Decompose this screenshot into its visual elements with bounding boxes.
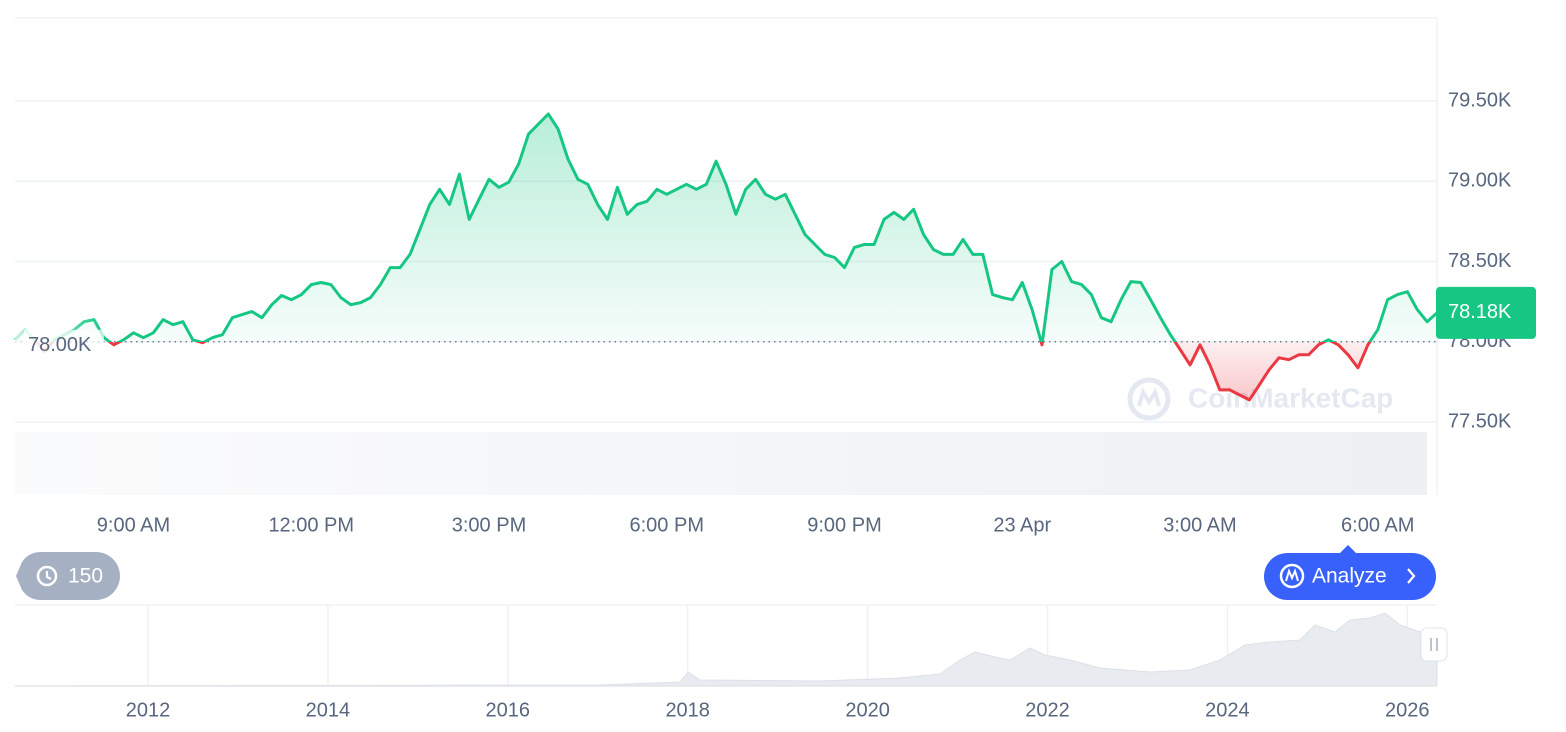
analyze-label: Analyze [1312,565,1387,588]
history-badge[interactable]: 150 [16,552,120,600]
x-tick-label: 3:00 AM [1163,514,1236,536]
history-icon-hands [45,571,52,580]
y-tick-label: 78.50K [1448,250,1512,272]
x-tick-label: 23 Apr [993,514,1051,536]
navigator-year: 2014 [306,699,351,721]
navigator-year: 2016 [486,699,531,721]
x-tick-label: 6:00 AM [1341,514,1414,536]
volume-fade [15,432,1427,495]
analyze-caret [1340,545,1356,553]
navigator-year: 2020 [845,699,890,721]
y-tick-label: 77.50K [1448,410,1512,432]
x-tick-label: 6:00 PM [630,514,704,536]
x-tick-label: 3:00 PM [452,514,526,536]
analyze-icon [1279,563,1305,589]
analyze-button[interactable]: Analyze [1264,545,1436,600]
baseline-label: 78.00K [28,334,92,356]
watermark-logo [1127,377,1171,421]
analyze-icon-mark [1285,568,1299,582]
navigator-year: 2022 [1025,699,1070,721]
watermark: CoinMarketCap [1127,377,1393,421]
plot [13,112,1438,402]
x-tick-label: 12:00 PM [268,514,354,536]
x-tick-label: 9:00 PM [807,514,881,536]
analyze-chevron [1407,568,1416,584]
price-line [13,112,1438,402]
price-area [15,114,1437,400]
y-tick-label: 79.00K [1448,170,1512,192]
history-icon [36,565,58,587]
current-price-badge [1436,286,1536,339]
navigator-year: 2024 [1205,699,1250,721]
baseline-label-bg [24,329,104,354]
navigator-area [14,612,1438,687]
y-tick-label: 79.50K [1448,89,1512,111]
navigator-handle[interactable] [1420,627,1448,662]
navigator-year: 2026 [1385,699,1430,721]
navigator-year: 2018 [665,699,710,721]
history-count: 150 [68,565,103,588]
history-badge-bg[interactable] [16,552,120,600]
x-tick-label: 9:00 AM [97,514,170,536]
watermark-logo-mark [1137,387,1161,407]
navigator-year: 2012 [126,699,171,721]
analyze-bg[interactable] [1264,553,1436,600]
current-price-label: 78.18K [1448,301,1512,323]
